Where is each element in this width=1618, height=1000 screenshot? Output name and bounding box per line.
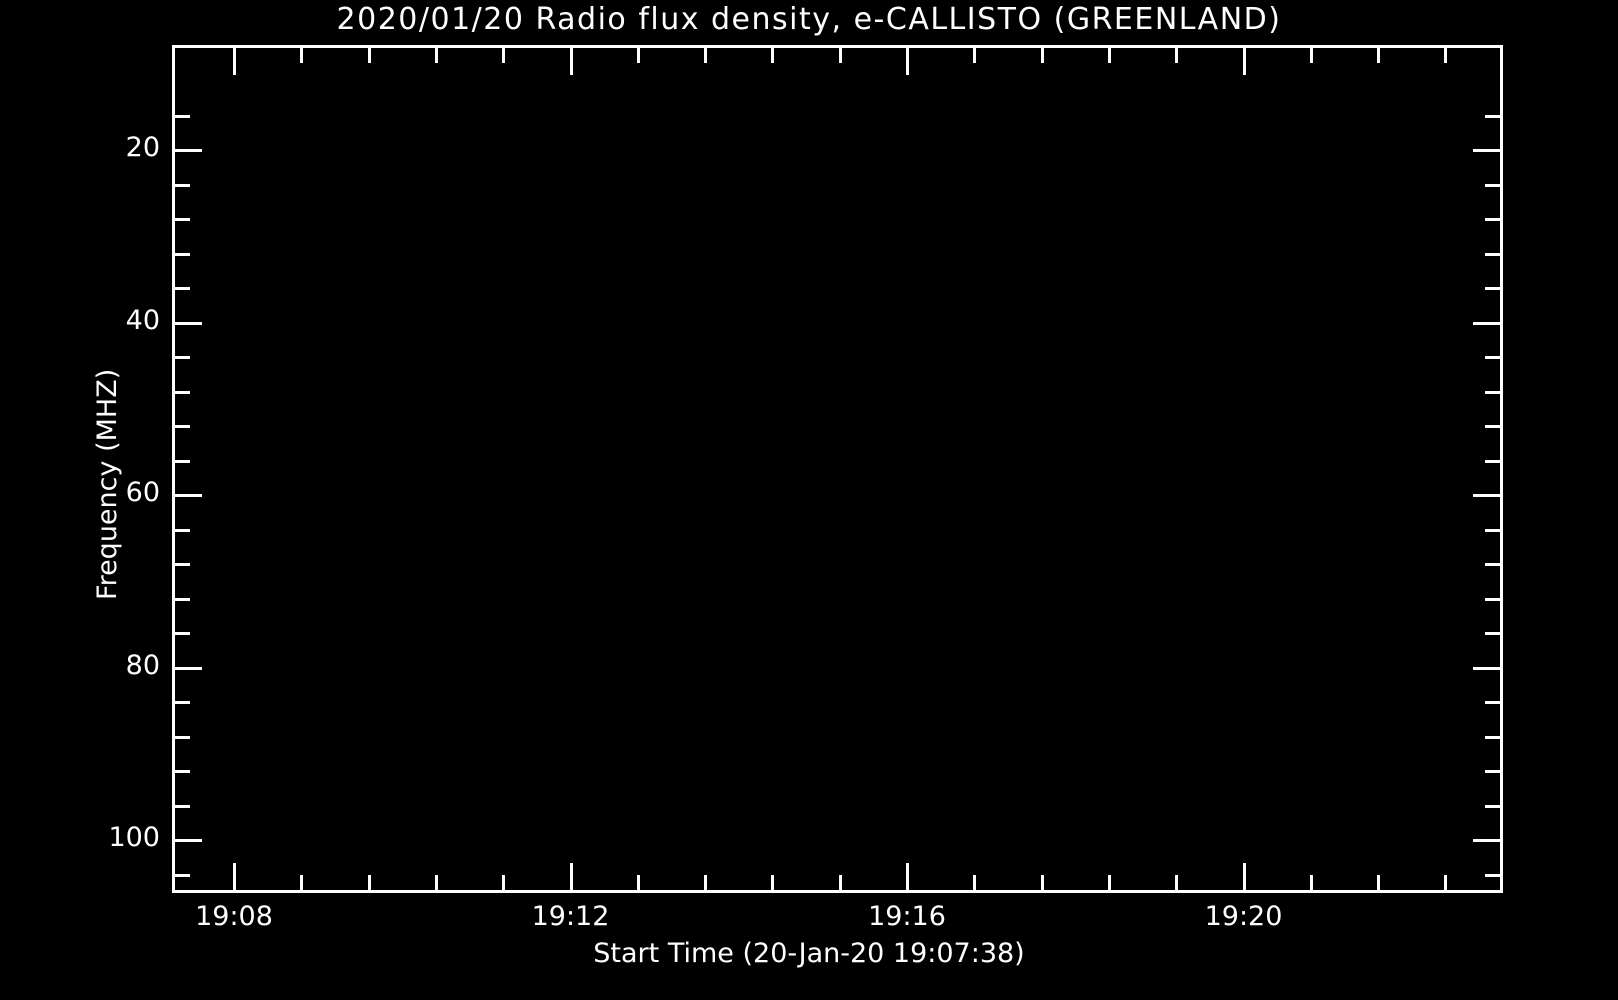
- x-tick-label-19-16: 19:16: [868, 901, 946, 932]
- x-tick-top-minor-8.8: [300, 48, 303, 63]
- x-tick-minor-16.8: [973, 875, 976, 890]
- y-tick-right-minor-64: [1485, 529, 1500, 532]
- x-tick-label-19-08: 19:08: [195, 901, 273, 932]
- y-tick-right-minor-92: [1485, 770, 1500, 773]
- x-tick-minor-12.8: [637, 875, 640, 890]
- y-tick-minor-72: [175, 598, 190, 601]
- x-tick-minor-22.4: [1444, 875, 1447, 890]
- y-tick-right-minor-96: [1485, 805, 1500, 808]
- y-tick-minor-28: [175, 218, 190, 221]
- x-tick-top-minor-9.6: [368, 48, 371, 63]
- y-tick-major-20: [175, 149, 202, 152]
- x-tick-minor-13.6: [704, 875, 707, 890]
- x-tick-minor-11.2: [502, 875, 505, 890]
- y-tick-label-40: 40: [125, 304, 160, 336]
- x-tick-minor-20.8: [1310, 875, 1313, 890]
- y-tick-right-minor-28: [1485, 218, 1500, 221]
- y-tick-major-100: [175, 839, 202, 842]
- x-tick-minor-9.6: [368, 875, 371, 890]
- y-tick-minor-16: [175, 115, 190, 118]
- y-tick-right-major-60: [1473, 494, 1500, 497]
- y-tick-right-minor-44: [1485, 356, 1500, 359]
- y-tick-minor-84: [175, 701, 190, 704]
- y-tick-minor-36: [175, 287, 190, 290]
- y-tick-label-20: 20: [125, 132, 160, 163]
- y-tick-minor-88: [175, 736, 190, 739]
- y-tick-right-minor-16: [1485, 115, 1500, 118]
- y-axis-title: Frequency (MHZ): [92, 368, 123, 600]
- y-tick-right-major-100: [1473, 839, 1500, 842]
- x-tick-top-minor-17.6: [1041, 48, 1044, 63]
- x-tick-major-16.0: [906, 863, 909, 890]
- x-tick-minor-17.6: [1041, 875, 1044, 890]
- x-tick-minor-8.8: [300, 875, 303, 890]
- page-title: 2020/01/20 Radio flux density, e-CALLIST…: [336, 2, 1282, 37]
- y-tick-right-minor-32: [1485, 253, 1500, 256]
- y-tick-minor-104: [175, 874, 190, 877]
- y-tick-minor-68: [175, 563, 190, 566]
- x-tick-top-minor-14.4: [771, 48, 774, 63]
- y-tick-right-major-20: [1473, 149, 1500, 152]
- y-tick-right-minor-104: [1485, 874, 1500, 877]
- x-tick-top-minor-20.8: [1310, 48, 1313, 63]
- x-tick-major-12.0: [570, 863, 573, 890]
- y-tick-major-80: [175, 667, 202, 670]
- x-tick-top-major-20.0: [1243, 48, 1246, 75]
- y-tick-minor-32: [175, 253, 190, 256]
- y-tick-right-major-40: [1473, 322, 1500, 325]
- y-tick-right-minor-88: [1485, 736, 1500, 739]
- y-tick-right-minor-76: [1485, 632, 1500, 635]
- x-tick-major-20.0: [1243, 863, 1246, 890]
- y-tick-label-80: 80: [125, 649, 160, 681]
- x-tick-minor-21.6: [1377, 875, 1380, 890]
- plot-frame: [172, 45, 1503, 893]
- x-tick-major-8.0: [233, 863, 236, 890]
- x-tick-top-minor-15.2: [839, 48, 842, 63]
- x-tick-top-minor-22.4: [1444, 48, 1447, 63]
- y-tick-minor-92: [175, 770, 190, 773]
- y-tick-label-100: 100: [108, 822, 160, 853]
- y-tick-minor-44: [175, 356, 190, 359]
- y-tick-minor-24: [175, 184, 190, 187]
- x-tick-top-minor-12.8: [637, 48, 640, 63]
- x-tick-minor-18.4: [1108, 875, 1111, 890]
- x-tick-top-major-12.0: [570, 48, 573, 75]
- y-tick-minor-64: [175, 529, 190, 532]
- y-tick-right-minor-36: [1485, 287, 1500, 290]
- x-tick-top-minor-16.8: [973, 48, 976, 63]
- y-tick-right-minor-72: [1485, 598, 1500, 601]
- x-tick-top-major-16.0: [906, 48, 909, 75]
- x-tick-top-minor-11.2: [502, 48, 505, 63]
- x-tick-minor-19.2: [1175, 875, 1178, 890]
- y-tick-right-minor-24: [1485, 184, 1500, 187]
- x-tick-minor-15.2: [839, 875, 842, 890]
- y-tick-right-minor-52: [1485, 425, 1500, 428]
- y-tick-right-minor-84: [1485, 701, 1500, 704]
- x-tick-minor-10.4: [435, 875, 438, 890]
- y-tick-minor-48: [175, 391, 190, 394]
- x-tick-label-19-12: 19:12: [531, 901, 610, 932]
- y-tick-right-minor-56: [1485, 460, 1500, 463]
- x-tick-label-19-20: 19:20: [1204, 901, 1283, 932]
- y-tick-label-60: 60: [125, 477, 160, 508]
- x-tick-top-minor-21.6: [1377, 48, 1380, 63]
- x-tick-top-minor-18.4: [1108, 48, 1111, 63]
- y-tick-minor-52: [175, 425, 190, 428]
- y-tick-right-major-80: [1473, 667, 1500, 670]
- y-tick-major-40: [175, 322, 202, 325]
- x-tick-top-minor-19.2: [1175, 48, 1178, 63]
- y-tick-right-minor-48: [1485, 391, 1500, 394]
- y-tick-minor-56: [175, 460, 190, 463]
- x-tick-top-major-8.0: [233, 48, 236, 75]
- y-tick-minor-76: [175, 632, 190, 635]
- x-axis-title: Start Time (20-Jan-20 19:07:38): [593, 938, 1025, 969]
- x-tick-minor-14.4: [771, 875, 774, 890]
- y-tick-right-minor-68: [1485, 563, 1500, 566]
- x-tick-top-minor-10.4: [435, 48, 438, 63]
- y-tick-minor-96: [175, 805, 190, 808]
- y-tick-major-60: [175, 494, 202, 497]
- x-tick-top-minor-13.6: [704, 48, 707, 63]
